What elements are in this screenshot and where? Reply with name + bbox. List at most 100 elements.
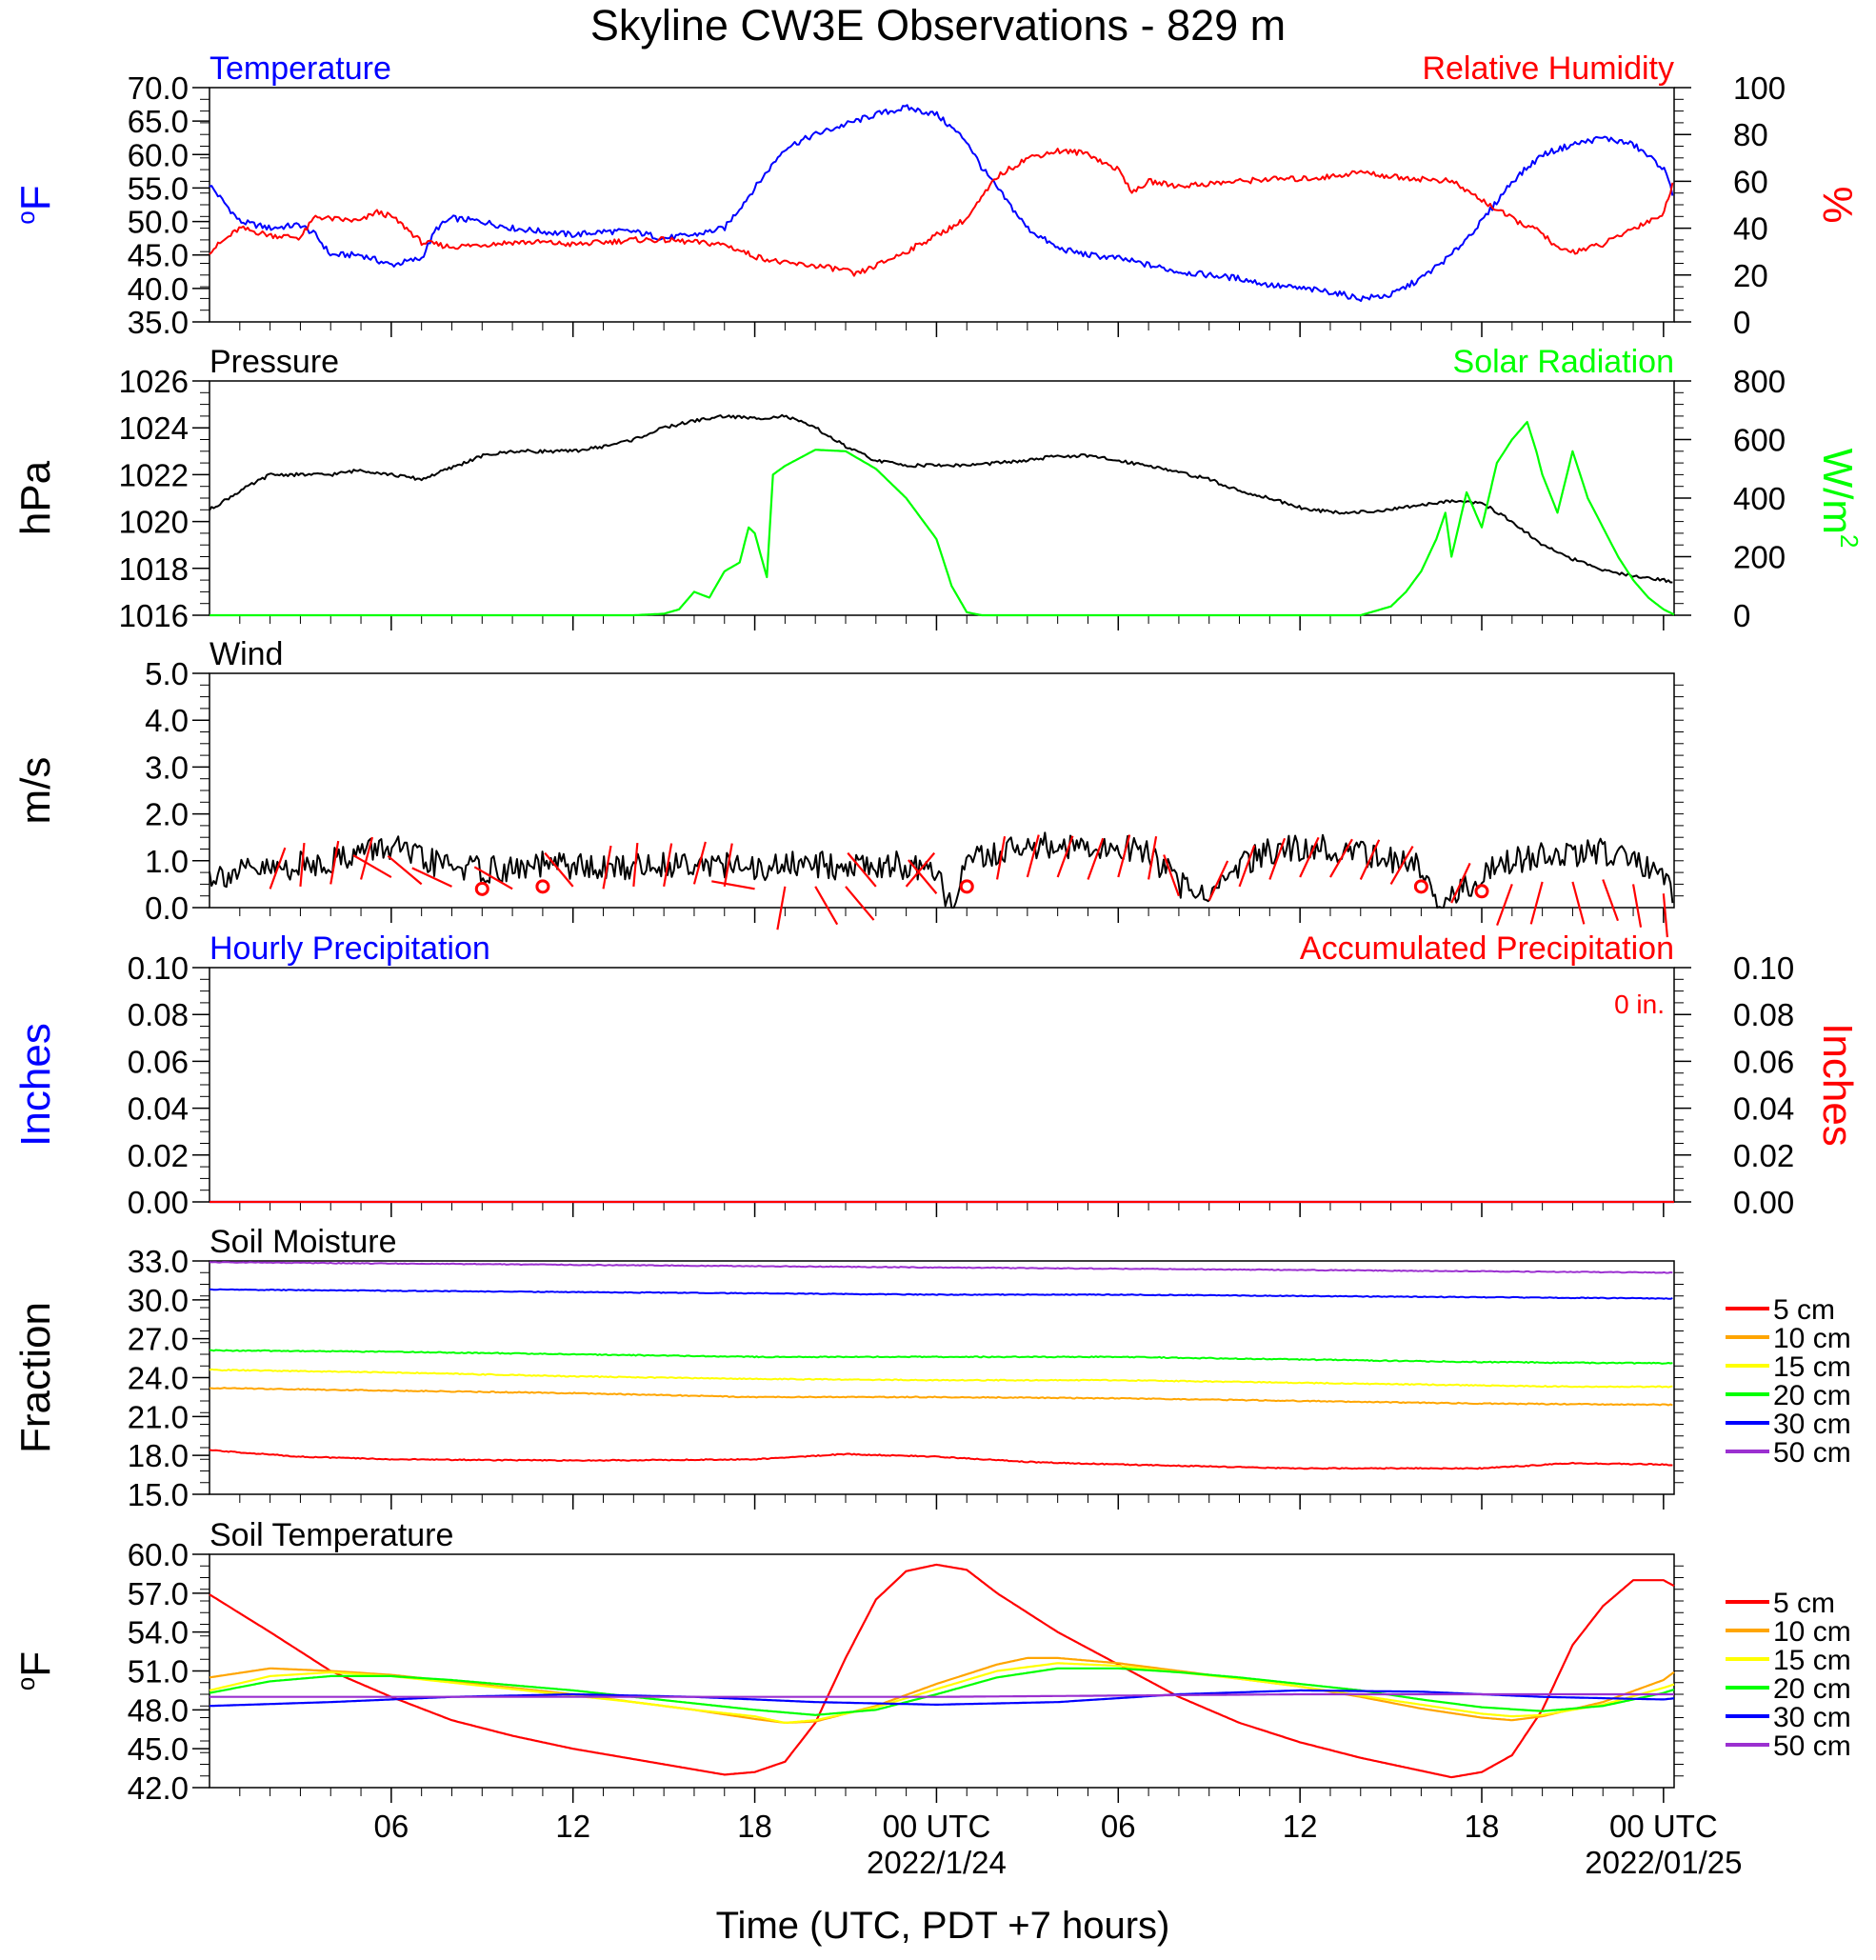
wind-barb — [1268, 837, 1287, 880]
panel-title-right: Accumulated Precipitation — [1300, 930, 1674, 967]
y-tick-label-left: 48.0 — [128, 1692, 189, 1728]
wind-barb — [1389, 846, 1414, 885]
legend-label: 30 cm — [1773, 1702, 1851, 1733]
y-tick-label-left: 40.0 — [128, 271, 189, 307]
wind-barb — [692, 841, 707, 885]
series-line-5-cm — [209, 1449, 1673, 1470]
x-tick-label: 06 — [373, 1809, 409, 1844]
y-tick-label-left: 3.0 — [145, 750, 189, 785]
y-tick-label-right: 0.04 — [1733, 1091, 1794, 1127]
series-line-10-cm — [209, 1656, 1675, 1724]
wind-barb — [1529, 881, 1544, 925]
wind-barb — [1163, 854, 1180, 897]
y-tick-label-left: 5.0 — [145, 656, 189, 691]
y-axis-label-right: % — [1814, 186, 1861, 223]
wind-barb — [299, 842, 306, 887]
panel-title-left: Soil Temperature — [210, 1517, 453, 1553]
y-tick-label-right: 40 — [1733, 211, 1768, 247]
y-tick-label-left: 4.0 — [145, 703, 189, 738]
y-axis-label-left: hPa — [12, 460, 59, 535]
panel-title-left: Wind — [210, 636, 283, 672]
y-tick-label-left: 1016 — [119, 598, 189, 633]
panel-title-left: Hourly Precipitation — [210, 930, 490, 967]
fahrenheit-unit: F — [12, 1651, 59, 1677]
y-tick-label-left: 2.0 — [145, 797, 189, 832]
wind-barb — [1571, 881, 1586, 925]
x-tick-label: 00 UTC — [1609, 1809, 1718, 1844]
panel-title-left: Temperature — [210, 50, 391, 87]
legend-label: 5 cm — [1773, 1294, 1835, 1326]
wind-barb — [995, 835, 1007, 880]
y-tick-label-left: 45.0 — [128, 238, 189, 273]
wind-barb — [1631, 884, 1643, 928]
legend-label: 15 cm — [1773, 1351, 1851, 1383]
y-tick-label-left: 1020 — [119, 505, 189, 540]
wind-barb — [847, 851, 877, 888]
panel-title-left: Pressure — [210, 344, 339, 380]
degree-sign: o — [11, 1677, 40, 1690]
wind-barb — [663, 843, 673, 888]
y-tick-label-left: 50.0 — [128, 205, 189, 240]
wind-barb — [776, 886, 787, 930]
y-axis-label-left: Fraction — [12, 1302, 59, 1453]
unit-superscript: 2 — [1835, 534, 1864, 548]
y-tick-label-left: 35.0 — [128, 305, 189, 340]
y-tick-label-right: 0.10 — [1733, 950, 1794, 986]
legend-label: 20 cm — [1773, 1380, 1851, 1411]
y-tick-label-right: 0.00 — [1733, 1185, 1794, 1220]
degree-sign: o — [11, 210, 40, 224]
series-line-wind — [209, 831, 1674, 909]
x-tick-label: 18 — [737, 1809, 772, 1844]
y-tick-label-left: 60.0 — [128, 1537, 189, 1572]
panel-title-right: Solar Radiation — [1453, 344, 1674, 380]
wind-barb — [711, 880, 755, 890]
y-tick-label-right: 20 — [1733, 258, 1768, 293]
panel-pressure-solar: 1016 1018 1020 1022 1024 1026 0 200 400 600 800 Pre… — [12, 344, 1864, 633]
y-tick-label-right: 800 — [1733, 364, 1786, 399]
y-tick-label-left: 1018 — [119, 551, 189, 587]
wind-barb — [723, 843, 733, 888]
series-line-50-cm — [210, 1692, 1674, 1698]
x-tick-label: 06 — [1101, 1809, 1136, 1844]
y-tick-label-left: 54.0 — [128, 1615, 189, 1650]
wind-barb — [602, 845, 612, 890]
wind-barb — [1329, 838, 1353, 878]
legend-label: 10 cm — [1773, 1323, 1851, 1354]
wind-barb — [387, 854, 423, 886]
y-axis-label-left: oF — [11, 1651, 59, 1690]
y-axis-label-left: oF — [11, 185, 59, 224]
series-line-20-cm — [209, 1349, 1673, 1365]
wind-barb — [473, 866, 513, 890]
panel-title-right: Relative Humidity — [1422, 50, 1674, 87]
wind-barb — [544, 851, 574, 888]
x-tick-date-label: 2022/1/24 — [867, 1845, 1007, 1880]
wind-barb — [1087, 837, 1105, 880]
legend-label: 20 cm — [1773, 1673, 1851, 1705]
y-tick-label-left: 1026 — [119, 364, 189, 399]
panel-soil-moisture: 15.0 18.0 21.024.0 27.0 30.0 33.0 Soil Moistur… — [12, 1224, 1851, 1512]
y-tick-label-left: 0.10 — [128, 950, 189, 986]
wind-barb — [1359, 839, 1381, 880]
y-tick-label-right: 600 — [1733, 423, 1786, 458]
wind-calm-marker — [535, 879, 550, 894]
y-tick-label-left: 65.0 — [128, 104, 189, 139]
wind-barb — [1662, 893, 1668, 938]
y-tick-label-right: 400 — [1733, 481, 1786, 516]
wind-barb — [905, 851, 936, 888]
figure-title: Skyline CW3E Observations - 829 m — [590, 1, 1286, 50]
y-tick-label-left: 0.06 — [128, 1044, 189, 1079]
wind-barb — [1602, 879, 1620, 922]
series-line-50-cm — [209, 1261, 1673, 1274]
series-line-pressure — [209, 413, 1673, 584]
series-line-relative-humidity — [209, 148, 1674, 277]
y-tick-label-left: 60.0 — [128, 137, 189, 172]
wind-barb — [411, 867, 452, 888]
y-tick-label-left: 0.02 — [128, 1138, 189, 1173]
unit-base: W/m — [1814, 449, 1861, 534]
series-line-10-cm — [210, 1387, 1673, 1407]
y-tick-label-right: 0.08 — [1733, 997, 1794, 1032]
legend-label: 50 cm — [1773, 1437, 1851, 1469]
